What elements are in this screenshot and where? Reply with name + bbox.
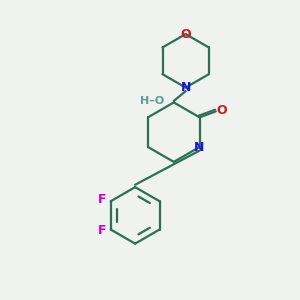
Text: O: O: [216, 104, 226, 117]
Text: O: O: [180, 28, 191, 40]
Text: F: F: [98, 193, 106, 206]
Text: H–O: H–O: [140, 96, 164, 106]
Text: N: N: [194, 140, 205, 154]
Text: N: N: [181, 81, 191, 94]
Text: F: F: [98, 224, 106, 238]
